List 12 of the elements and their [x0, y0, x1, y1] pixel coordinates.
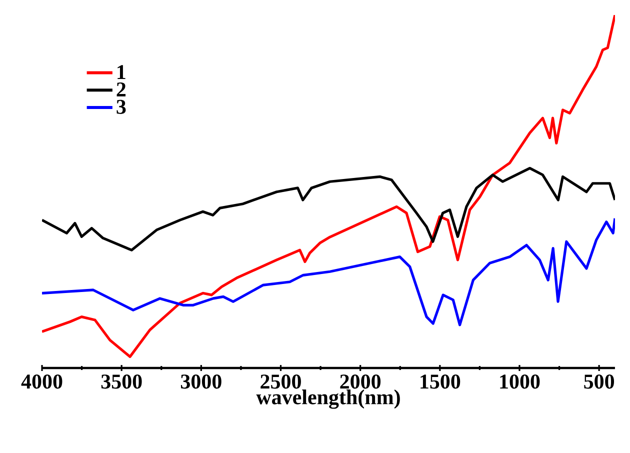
x-tick-label: 3500	[101, 374, 142, 389]
legend-label: 3	[116, 100, 126, 114]
x-tick-label: 500	[584, 374, 614, 389]
x-tick-label: 1000	[500, 374, 540, 389]
legend-label: 2	[116, 82, 126, 96]
x-tick-label: 3000	[180, 374, 222, 389]
x-tick-label: 4000	[21, 374, 62, 389]
x-tick-label: 1500	[420, 374, 460, 389]
x-tick-label: 2500	[260, 374, 301, 389]
x-axis-title: wavelength(nm)	[256, 390, 400, 409]
x-tick-label: 2000	[340, 374, 381, 389]
legend-label: 1	[118, 65, 126, 79]
